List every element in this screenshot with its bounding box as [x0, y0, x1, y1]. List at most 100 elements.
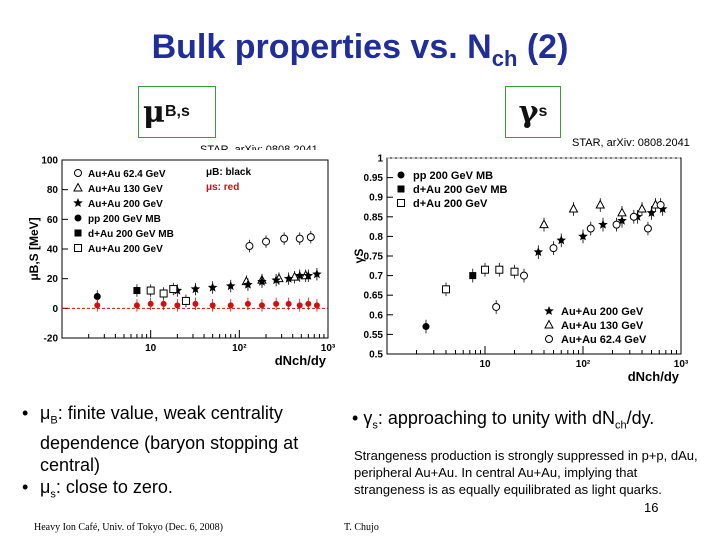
- data-point: [556, 235, 566, 245]
- data-point: [181, 296, 190, 305]
- data-point: [312, 269, 322, 279]
- legend-label: pp 200 GeV MB: [88, 214, 161, 225]
- y-tick-label: 0.65: [364, 291, 384, 302]
- data-point: [190, 284, 201, 294]
- data-point: [227, 302, 234, 309]
- data-point: [262, 237, 271, 246]
- legend-marker: [73, 182, 83, 192]
- y-tick-label: 0.55: [364, 330, 384, 341]
- data-point: [656, 201, 665, 210]
- y-tick-label: 0.9: [369, 193, 383, 204]
- data-point: [93, 292, 101, 300]
- data-point: [510, 267, 519, 276]
- data-point: [245, 242, 254, 251]
- legend-label: d+Au 200 GeV MB: [413, 184, 508, 196]
- data-point: [422, 323, 430, 331]
- legend-label: Au+Au 130 GeV: [561, 320, 644, 332]
- slide-title: Bulk properties vs. Nch (2): [151, 28, 569, 71]
- gamma-chart: 0.5 0.55 0.6 0.65 0.7 0.75 0.8 0.85 0.9 0.95 1 10 10…: [335, 150, 695, 390]
- x-axis-label: dNch/dy: [628, 369, 680, 384]
- data-point: [442, 285, 451, 294]
- y-tick-label: 0.5: [369, 350, 383, 361]
- data-point: [637, 203, 647, 213]
- data-point: [94, 302, 101, 309]
- data-point: [159, 289, 168, 298]
- x-axis-label: dNch/dy: [275, 353, 327, 368]
- data-point: [296, 302, 303, 309]
- data-point: [495, 265, 504, 274]
- data-point: [492, 302, 501, 311]
- legend-label: Au+Au 62.4 GeV: [561, 334, 647, 346]
- y-tick-label: 80: [47, 185, 59, 196]
- strangeness-note: Strangeness production is strongly suppr…: [354, 448, 698, 497]
- left-bullets: • μB: finite value, weak centrality depe…: [22, 402, 342, 505]
- data-point: [629, 212, 638, 221]
- data-point: [533, 247, 544, 257]
- data-point: [469, 272, 477, 280]
- legend-marker: [397, 185, 405, 193]
- data-point: [133, 302, 140, 309]
- data-point: [646, 207, 657, 217]
- data-point: [160, 300, 167, 307]
- data-point: [578, 231, 588, 241]
- legend-label: Au+Au 200 GeV: [561, 306, 644, 318]
- data-point: [519, 271, 528, 280]
- y-tick-label: 20: [47, 274, 59, 285]
- data-point: [568, 203, 579, 213]
- legend-marker: [74, 244, 82, 252]
- legend-marker: [74, 229, 82, 237]
- bullet-gamma-s: • γs: approaching to unity with dNch/dy.: [352, 408, 655, 432]
- data-point: [285, 300, 292, 307]
- x-tick-label: 10³: [674, 359, 689, 370]
- legend-marker: [73, 198, 83, 207]
- legend-marker: [74, 214, 82, 222]
- y-tick-label: 40: [47, 245, 59, 256]
- data-point: [209, 302, 216, 309]
- y-tick-label: 0.85: [364, 212, 384, 223]
- data-point: [146, 286, 155, 295]
- data-point: [617, 215, 627, 225]
- data-point: [257, 276, 267, 286]
- footer-left: Heavy Ion Café, Univ. of Tokyo (Dec. 6, …: [34, 522, 223, 533]
- data-point: [586, 224, 595, 233]
- citation-right: STAR, arXiv: 0808.2041: [572, 137, 690, 149]
- y-tick-label: 0.8: [369, 232, 383, 243]
- bullet-mu-b: • μB: finite value, weak centrality depe…: [22, 403, 299, 475]
- data-point: [289, 271, 300, 281]
- annotation-black: μB: black: [206, 167, 251, 178]
- y-axis-label: γS: [352, 249, 366, 264]
- y-tick-label: 0.75: [364, 252, 384, 263]
- y-tick-label: 0.6: [369, 310, 383, 321]
- legend-label: Au+Au 130 GeV: [88, 184, 163, 195]
- data-point: [539, 219, 549, 229]
- x-tick-label: 10: [479, 359, 491, 370]
- data-point: [305, 300, 312, 307]
- legend-marker: [544, 319, 554, 329]
- data-point: [481, 265, 489, 274]
- data-point: [280, 234, 289, 243]
- data-point: [258, 302, 265, 309]
- legend-label: Au+Au 62.4 GeV: [88, 169, 166, 180]
- footer-right: T. Chujo: [344, 522, 379, 533]
- x-tick-label: 10²: [576, 359, 591, 370]
- y-tick-label: 1: [377, 154, 383, 165]
- data-point: [192, 300, 199, 307]
- y-tick-label: 60: [47, 215, 59, 226]
- y-tick-label: 0.95: [364, 173, 384, 184]
- legend-label: Au+Au 200 GeV: [88, 244, 163, 255]
- legend-marker: [397, 199, 405, 207]
- legend-label: Au+Au 200 GeV: [88, 199, 163, 210]
- data-point: [617, 207, 627, 217]
- data-point: [612, 220, 621, 229]
- data-point: [147, 300, 154, 307]
- data-point: [313, 302, 320, 309]
- x-tick-label: 10³: [321, 343, 336, 354]
- data-point: [243, 279, 253, 289]
- data-point: [295, 234, 304, 243]
- x-tick-label: 10: [145, 343, 157, 354]
- data-point: [283, 273, 294, 283]
- mu-b-s-symbol-box: μ B,s: [138, 86, 216, 138]
- data-point: [643, 224, 652, 233]
